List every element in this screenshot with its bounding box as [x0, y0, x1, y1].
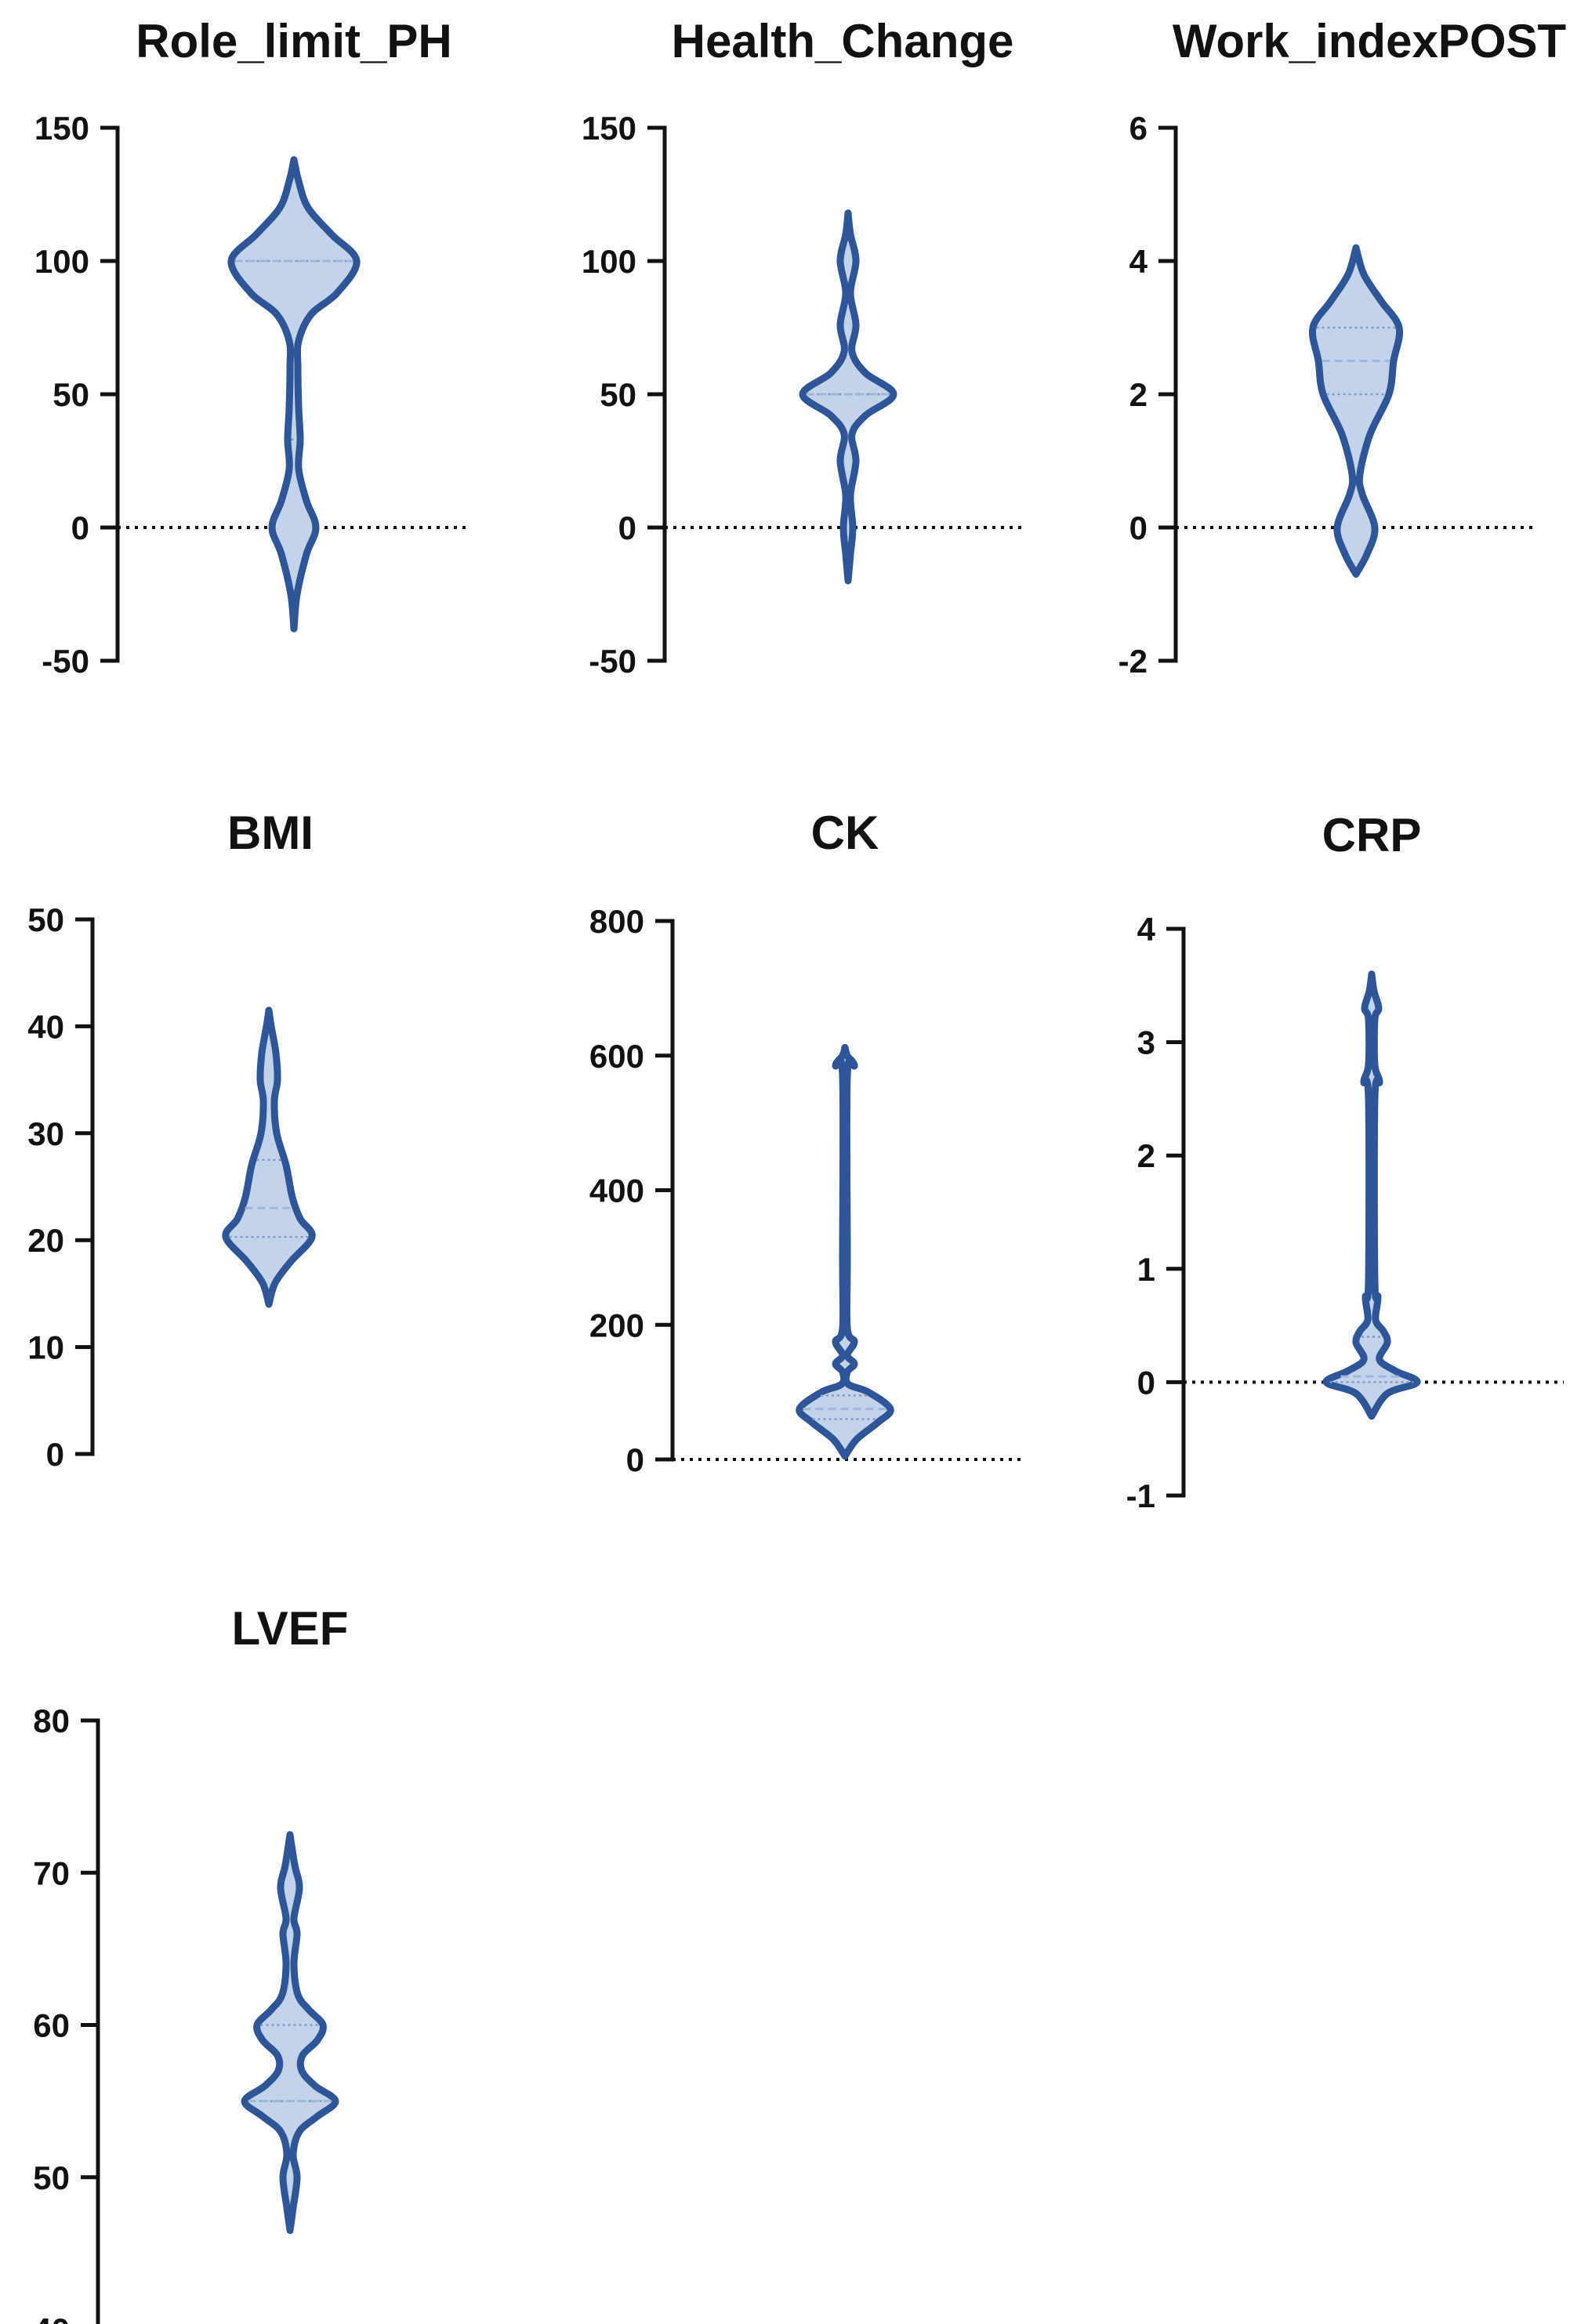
y-tick-label: 0 [46, 1436, 64, 1473]
y-tick-label: 0 [1137, 1364, 1155, 1401]
violin-shape [1322, 970, 1421, 1420]
y-tick-label: 40 [33, 2311, 70, 2324]
y-tick-label: 400 [589, 1173, 644, 1209]
y-tick-label: 20 [27, 1222, 64, 1259]
y-tick-label: 150 [582, 110, 636, 147]
y-tick-label: 2 [1129, 376, 1147, 413]
chart-title: Health_Change [672, 15, 1014, 67]
chart-panel-ck: CK 0 200 400 600 800 [589, 807, 1023, 1478]
violin-shape [796, 1043, 894, 1460]
y-tick-label: 600 [589, 1038, 644, 1075]
y-tick-label: 0 [618, 509, 636, 546]
y-tick-label: -50 [589, 643, 636, 680]
violin-shape [222, 1006, 316, 1308]
chart-panel-bmi: BMI 0 10 20 30 40 50 [27, 807, 316, 1473]
y-tick-label: 50 [600, 376, 636, 413]
y-tick-label: 6 [1129, 110, 1147, 147]
chart-title: Work_indexPOST [1173, 15, 1566, 67]
y-tick-label: 200 [589, 1307, 644, 1343]
violin-shape [1308, 244, 1404, 578]
y-tick-label: 60 [33, 2007, 70, 2044]
y-tick-label: 2 [1137, 1137, 1155, 1174]
y-tick-label: 1 [1137, 1251, 1155, 1288]
y-tick-label: 0 [1129, 509, 1147, 546]
chart-panel-role-limit-ph: Role_limit_PH -50 0 50 100 150 [34, 15, 470, 680]
y-tick-label: -1 [1126, 1477, 1155, 1514]
chart-panel-lvef: LVEF 40 50 60 70 80 [33, 1602, 348, 2324]
y-tick-label: 50 [33, 2159, 70, 2196]
chart-title: CRP [1322, 809, 1422, 861]
violin-shape [241, 1831, 339, 2235]
y-tick-label: 30 [27, 1115, 64, 1152]
chart-panel-work-indexpost: Work_indexPOST -2 0 2 4 6 [1118, 15, 1567, 680]
y-tick-label: 40 [27, 1008, 64, 1045]
y-tick-label: 70 [33, 1854, 70, 1891]
chart-title: LVEF [232, 1602, 349, 1655]
y-tick-label: 50 [27, 901, 64, 938]
chart-title: CK [811, 807, 879, 859]
chart-title: Role_limit_PH [136, 15, 451, 67]
y-tick-label: -2 [1118, 643, 1147, 680]
chart-panel-crp: CRP -1 0 1 2 3 4 [1126, 809, 1564, 1514]
y-tick-label: 10 [27, 1329, 64, 1366]
y-tick-label: 100 [582, 243, 636, 280]
y-tick-label: 3 [1137, 1024, 1155, 1061]
y-tick-label: 4 [1129, 243, 1148, 280]
violin-shape [227, 156, 361, 633]
y-tick-label: 0 [626, 1441, 644, 1478]
y-tick-label: 80 [33, 1702, 70, 1739]
y-tick-label: 0 [71, 509, 89, 546]
chart-panel-health-change: Health_Change -50 0 50 100 150 [582, 15, 1021, 680]
chart-title: BMI [227, 807, 314, 859]
y-tick-label: 4 [1137, 911, 1156, 948]
y-tick-label: 50 [53, 376, 89, 413]
y-tick-label: -50 [42, 643, 89, 680]
y-tick-label: 800 [589, 903, 644, 940]
y-tick-label: 100 [34, 243, 89, 280]
violin-shape [799, 209, 897, 585]
y-tick-label: 150 [34, 110, 89, 147]
